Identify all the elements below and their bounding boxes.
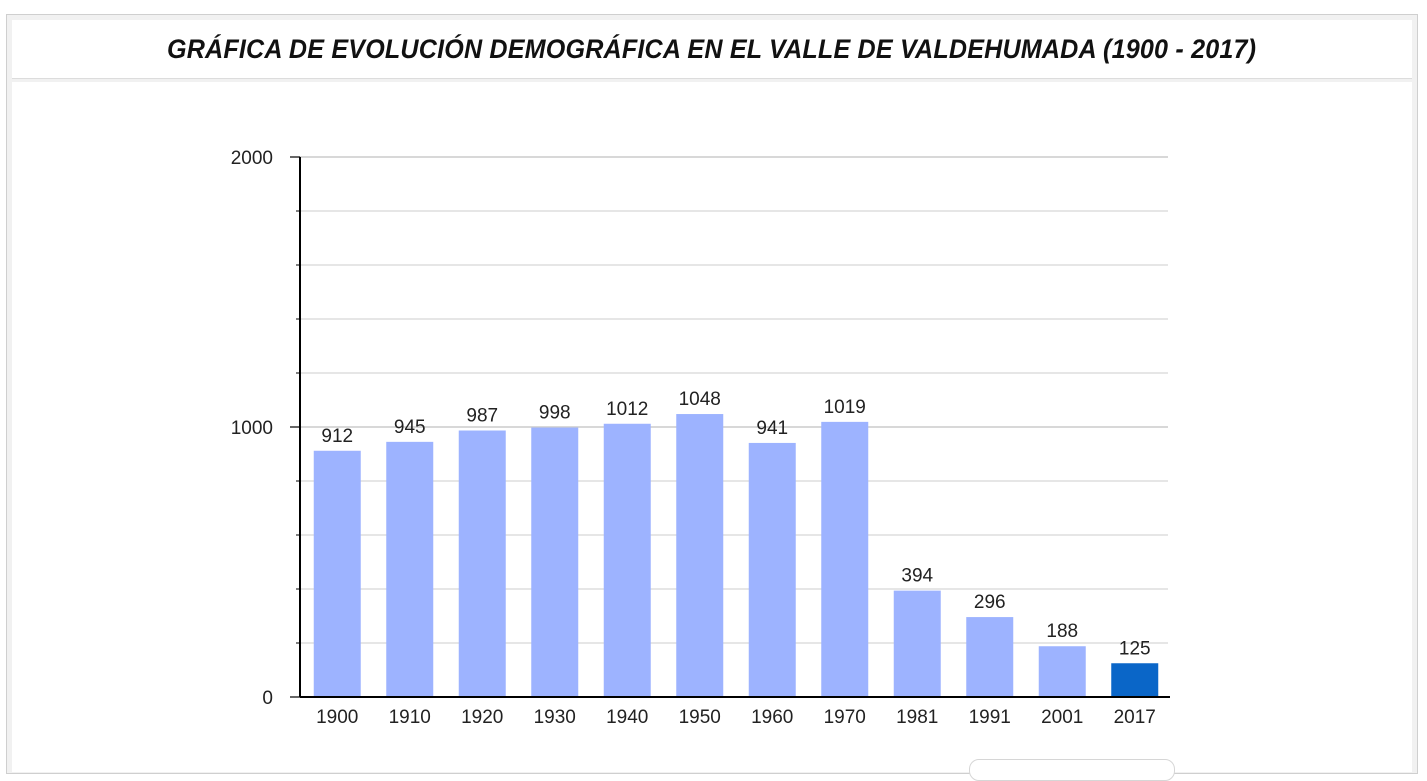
bar-value-label: 1019 bbox=[824, 397, 866, 418]
x-tick-label: 2017 bbox=[1114, 707, 1156, 728]
bar bbox=[1038, 646, 1086, 697]
x-tick-label: 1960 bbox=[751, 707, 793, 728]
bar-value-label: 296 bbox=[974, 592, 1006, 613]
bar-value-label: 945 bbox=[394, 417, 426, 438]
x-tick-label: 1910 bbox=[389, 707, 431, 728]
bar bbox=[748, 442, 796, 697]
bar bbox=[966, 617, 1014, 697]
bar bbox=[386, 441, 434, 697]
x-tick-label: 1940 bbox=[606, 707, 648, 728]
bar bbox=[821, 421, 869, 697]
bar bbox=[893, 590, 941, 697]
bar-value-label: 394 bbox=[901, 566, 933, 587]
bar bbox=[676, 414, 724, 697]
x-tick-label: 1930 bbox=[534, 707, 576, 728]
x-tick-label: 1991 bbox=[969, 707, 1011, 728]
y-tick-label: 2000 bbox=[231, 148, 273, 169]
x-tick-label: 1900 bbox=[316, 707, 358, 728]
title-bar: GRÁFICA DE EVOLUCIÓN DEMOGRÁFICA EN EL V… bbox=[12, 20, 1412, 79]
bar bbox=[1111, 663, 1159, 697]
bar bbox=[531, 427, 579, 697]
x-tick-label: 1920 bbox=[461, 707, 503, 728]
x-tick-label: 2001 bbox=[1041, 707, 1083, 728]
bar-value-label: 987 bbox=[466, 406, 498, 427]
bar-value-label: 1048 bbox=[679, 389, 721, 410]
bar-value-label: 188 bbox=[1046, 621, 1078, 642]
bar bbox=[458, 430, 506, 697]
x-tick-label: 1950 bbox=[679, 707, 721, 728]
x-tick-label: 1970 bbox=[824, 707, 866, 728]
chart-footer-tab[interactable] bbox=[969, 759, 1175, 781]
bar-value-label: 1012 bbox=[606, 399, 648, 420]
x-tick-label: 1981 bbox=[896, 707, 938, 728]
bar bbox=[313, 450, 361, 697]
y-tick-label: 0 bbox=[262, 688, 273, 709]
bar-value-label: 125 bbox=[1119, 638, 1151, 659]
chart-title: GRÁFICA DE EVOLUCIÓN DEMOGRÁFICA EN EL V… bbox=[167, 33, 1257, 64]
bar-value-label: 998 bbox=[539, 403, 571, 424]
y-tick-label: 1000 bbox=[231, 418, 273, 439]
bar bbox=[603, 423, 651, 697]
bar-value-label: 941 bbox=[756, 418, 788, 439]
bar-value-label: 912 bbox=[321, 426, 353, 447]
